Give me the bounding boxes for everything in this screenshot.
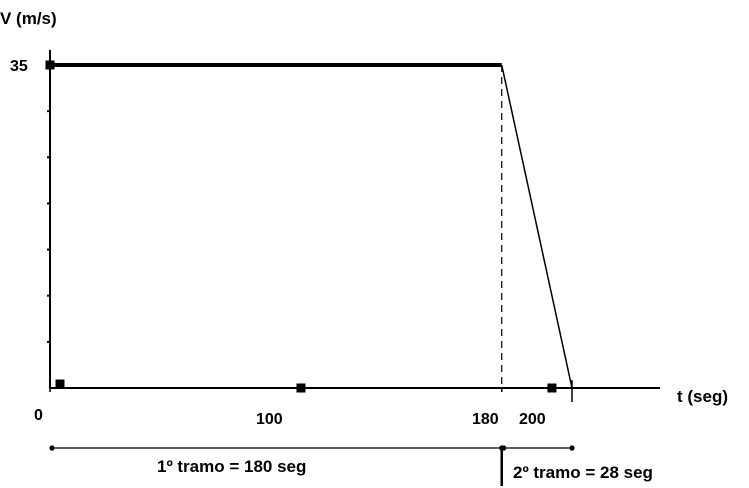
marker-point-1 — [55, 379, 65, 389]
interval-label-1: 1º tramo = 180 seg — [157, 457, 306, 476]
marker-point-2 — [296, 383, 306, 393]
interval-endpoint-start-1 — [49, 445, 55, 451]
series-group — [50, 63, 573, 402]
interval-endpoint-end-2 — [569, 445, 575, 451]
x-tick-label-0: 0 — [34, 407, 43, 424]
y-tick-label-35: 35 — [10, 58, 28, 75]
marker-point-3 — [547, 383, 557, 393]
marker-point-0 — [45, 60, 55, 70]
x-axis-label: t (seg) — [677, 387, 728, 406]
x-tick-label-200: 200 — [519, 411, 546, 428]
marker-group — [45, 60, 557, 393]
interval-label-2: 2º tramo = 28 seg — [513, 463, 653, 482]
x-tick-label-180: 180 — [472, 411, 499, 428]
interval-group — [49, 445, 575, 486]
series-segment-deceleration — [500, 64, 573, 389]
y-axis-label: V (m/s) — [0, 9, 57, 28]
x-tick-label-100: 100 — [256, 411, 283, 428]
